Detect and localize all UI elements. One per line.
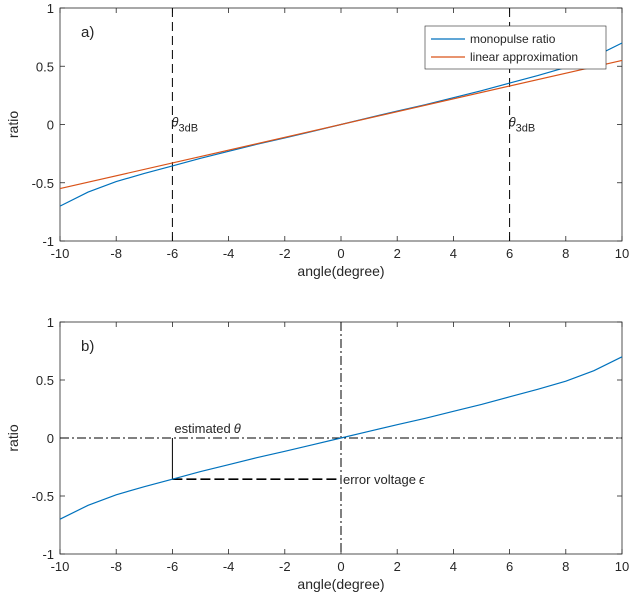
x-tick-label: 0: [337, 246, 344, 261]
x-tick-label: 10: [615, 246, 629, 261]
chart-panel-a: -10 -8 -6 -4 -2 0 2 4 6 8 1010.50-0.5-1angle(degre…: [5, 1, 629, 279]
theta-subscript: 3dB: [516, 123, 536, 135]
y-tick-label: 0.5: [36, 59, 54, 74]
x-tick-label: -2: [279, 246, 291, 261]
x-tick-label: -4: [223, 559, 235, 574]
x-axis-label: angle(degree): [297, 576, 384, 592]
theta-symbol: θ: [171, 115, 178, 130]
y-tick-label: 0: [47, 118, 54, 133]
annotation-symbol: ϵ: [419, 472, 425, 487]
y-axis-label: ratio: [5, 424, 21, 451]
y-axis-label: ratio: [5, 111, 21, 138]
x-tick-label: 6: [506, 559, 513, 574]
y-tick-label: 0: [47, 431, 54, 446]
theta-symbol: θ: [509, 115, 516, 130]
x-tick-label: -4: [223, 246, 235, 261]
annotation-label: error voltage ϵ: [343, 472, 425, 487]
x-tick-label: 0: [337, 559, 344, 574]
y-tick-label: -1: [42, 547, 54, 562]
annotation-symbol: θ: [234, 421, 241, 436]
x-tick-label: 10: [615, 559, 629, 574]
x-tick-label: 8: [562, 246, 569, 261]
annotation-text: error voltage: [343, 472, 416, 487]
x-tick-label: 4: [450, 559, 457, 574]
x-tick-label: -2: [279, 559, 291, 574]
theta-subscript: 3dB: [178, 123, 198, 135]
x-tick-label: 8: [562, 559, 569, 574]
panel-label: a): [81, 24, 94, 41]
y-tick-label: -0.5: [32, 489, 54, 504]
legend-entry: linear approximation: [470, 50, 578, 64]
x-tick-label: 2: [394, 559, 401, 574]
panel-label: b): [81, 338, 94, 355]
legend-entry: monopulse ratio: [470, 32, 556, 46]
annotation-text: estimated: [174, 421, 230, 436]
x-tick-label: 2: [394, 246, 401, 261]
x-tick-label: -8: [110, 246, 122, 261]
x-tick-label: 6: [506, 246, 513, 261]
x-axis-label: angle(degree): [297, 263, 384, 279]
y-tick-label: 1: [47, 1, 54, 16]
y-tick-label: 0.5: [36, 373, 54, 388]
y-tick-label: -0.5: [32, 176, 54, 191]
x-tick-label: 4: [450, 246, 457, 261]
x-tick-label: -6: [167, 246, 179, 261]
y-tick-label: 1: [47, 315, 54, 330]
y-tick-label: -1: [42, 234, 54, 249]
chart-panel-b: -10 -8 -6 -4 -2 0 2 4 6 8 1010.50-0.5-1angle(degre…: [5, 315, 629, 592]
x-tick-label: -8: [110, 559, 122, 574]
x-tick-label: -6: [167, 559, 179, 574]
legend: monopulse ratio linear approximation: [425, 26, 606, 69]
